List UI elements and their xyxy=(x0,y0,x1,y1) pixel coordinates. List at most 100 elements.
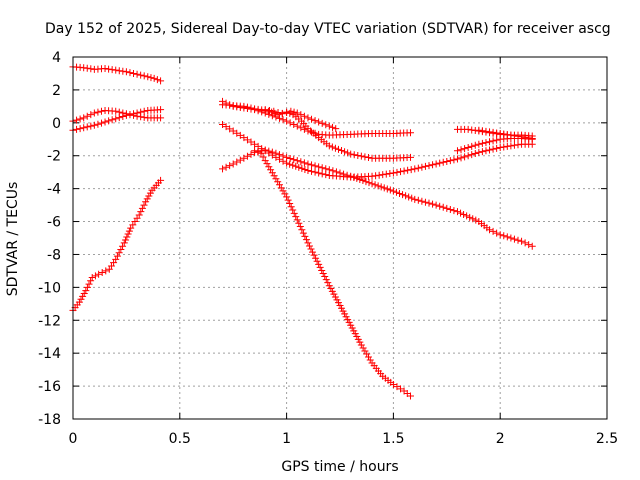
data-point xyxy=(268,169,276,177)
data-point xyxy=(265,147,273,155)
data-point xyxy=(407,166,415,174)
data-point xyxy=(316,263,324,271)
data-point xyxy=(272,175,280,183)
data-point xyxy=(425,162,433,170)
data-point xyxy=(475,140,483,148)
data-point xyxy=(80,64,88,72)
data-point xyxy=(350,151,358,159)
data-point xyxy=(115,67,123,75)
y-tick-label: 0 xyxy=(52,116,61,132)
data-point xyxy=(463,212,471,220)
data-point xyxy=(366,356,374,364)
data-point xyxy=(496,231,504,239)
data-point xyxy=(359,177,367,185)
data-point xyxy=(525,134,533,142)
data-point xyxy=(359,344,367,352)
x-tick-label: 1.5 xyxy=(382,431,404,447)
data-point xyxy=(329,167,337,175)
data-point xyxy=(308,161,316,169)
data-point xyxy=(341,148,349,156)
data-point xyxy=(393,383,401,391)
series-sat-i xyxy=(219,146,536,250)
data-point xyxy=(137,208,145,216)
data-point xyxy=(243,136,251,144)
data-point xyxy=(140,72,148,80)
data-point xyxy=(518,237,526,245)
data-point xyxy=(140,113,148,121)
data-point xyxy=(283,109,291,117)
data-point xyxy=(298,226,306,234)
data-point xyxy=(357,152,365,160)
data-point xyxy=(468,142,476,150)
data-point xyxy=(375,171,383,179)
series-sat-m xyxy=(475,126,536,142)
data-point xyxy=(353,174,361,182)
x-axis-title: GPS time / hours xyxy=(281,459,398,475)
data-point xyxy=(283,117,291,125)
data-point xyxy=(489,137,497,145)
x-tick-label: 2.5 xyxy=(596,431,618,447)
data-point xyxy=(486,128,494,136)
data-point xyxy=(87,122,95,130)
data-point xyxy=(464,125,472,133)
data-point xyxy=(363,350,371,358)
data-point xyxy=(510,132,518,140)
data-point xyxy=(126,111,134,119)
data-point xyxy=(402,192,410,200)
data-point xyxy=(425,199,433,207)
data-point xyxy=(429,200,437,208)
data-point xyxy=(328,143,336,151)
data-point xyxy=(308,115,316,123)
data-point xyxy=(233,158,241,166)
data-point xyxy=(304,239,312,247)
data-point xyxy=(324,279,332,287)
data-point xyxy=(400,167,408,175)
data-point xyxy=(361,347,369,355)
data-point xyxy=(368,172,376,180)
data-point xyxy=(297,111,305,119)
data-point xyxy=(418,163,426,171)
data-point xyxy=(461,153,469,161)
data-point xyxy=(471,141,479,149)
data-point xyxy=(344,149,352,157)
data-point xyxy=(275,151,283,159)
data-point xyxy=(380,184,388,192)
data-point xyxy=(222,163,230,171)
data-point xyxy=(254,105,262,113)
data-point xyxy=(411,195,419,203)
series-sat-f xyxy=(219,101,414,162)
data-point xyxy=(311,162,319,170)
data-point xyxy=(122,236,130,244)
data-point xyxy=(382,170,390,178)
data-point xyxy=(112,66,120,74)
data-point xyxy=(219,120,227,128)
data-point xyxy=(510,141,518,149)
data-point xyxy=(304,114,312,122)
data-point xyxy=(500,130,508,138)
y-tick-label: -8 xyxy=(47,247,61,263)
data-point xyxy=(94,108,102,116)
data-point xyxy=(331,144,339,152)
data-point xyxy=(460,210,468,218)
y-axis-title: SDTVAR / TECUs xyxy=(5,182,21,297)
data-point xyxy=(325,166,333,174)
data-point xyxy=(124,230,132,238)
data-point xyxy=(472,216,480,224)
data-point xyxy=(219,165,227,173)
chart-title: Day 152 of 2025, Sidereal Day-to-day VTE… xyxy=(45,21,611,37)
data-point xyxy=(97,119,105,127)
data-point xyxy=(521,133,529,141)
data-point xyxy=(439,203,447,211)
data-point xyxy=(83,283,91,291)
data-point xyxy=(507,234,515,242)
plot-frame xyxy=(72,56,608,420)
data-point xyxy=(321,273,329,281)
data-point xyxy=(257,149,265,157)
data-point xyxy=(528,242,536,250)
data-point xyxy=(332,125,340,133)
data-point xyxy=(94,120,102,128)
data-point xyxy=(88,273,96,281)
data-point xyxy=(82,287,90,295)
data-point xyxy=(233,129,241,137)
data-point xyxy=(311,117,319,125)
